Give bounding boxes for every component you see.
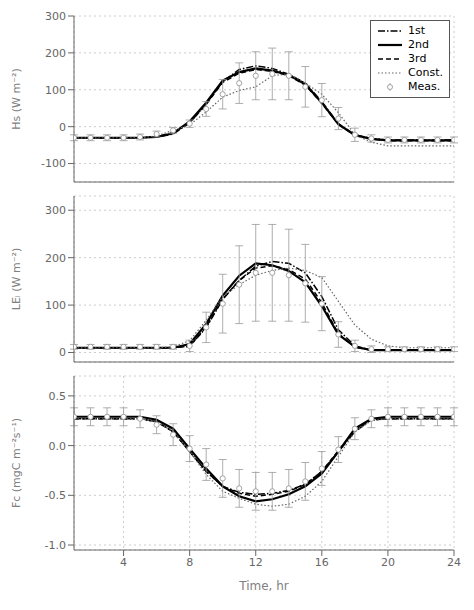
svg-text:Hs (W m⁻²): Hs (W m⁻²) [10, 68, 23, 129]
svg-text:16: 16 [315, 556, 329, 569]
svg-text:100: 100 [45, 84, 66, 97]
html-text:Const.: Const. [408, 66, 443, 79]
svg-text:0: 0 [59, 346, 66, 359]
svg-text:-1.0: -1.0 [45, 539, 66, 552]
svg-text:100: 100 [45, 299, 66, 312]
svg-text:300: 300 [45, 10, 66, 23]
svg-text:20: 20 [381, 556, 395, 569]
svg-text:24: 24 [447, 556, 461, 569]
html-text:3rd: 3rd [408, 52, 427, 65]
svg-text:12: 12 [249, 556, 263, 569]
svg-text:LEᵢ (W m⁻²): LEᵢ (W m⁻²) [10, 248, 23, 310]
html-text:2nd: 2nd [408, 38, 429, 51]
svg-text:300: 300 [45, 204, 66, 217]
svg-text:200: 200 [45, 252, 66, 265]
svg-text:0.0: 0.0 [49, 440, 67, 453]
svg-text:-100: -100 [41, 157, 66, 170]
svg-text:8: 8 [186, 556, 193, 569]
svg-text:Fc (mgC m⁻²s⁻¹): Fc (mgC m⁻²s⁻¹) [10, 418, 23, 508]
svg-text:Time, hr: Time, hr [238, 579, 289, 593]
svg-text:0.5: 0.5 [49, 390, 67, 403]
svg-text:0: 0 [59, 121, 66, 134]
html-text:Meas.: Meas. [408, 80, 441, 93]
html-text:1st: 1st [408, 24, 426, 37]
svg-text:200: 200 [45, 47, 66, 60]
svg-text:-0.5: -0.5 [45, 489, 66, 502]
svg-text:4: 4 [120, 556, 127, 569]
